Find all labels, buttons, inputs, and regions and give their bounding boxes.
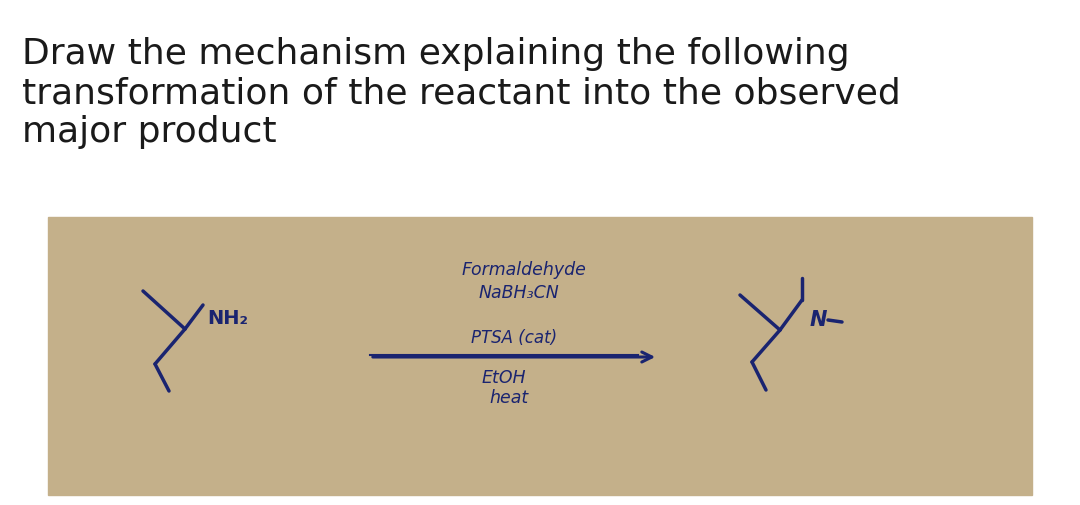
Text: Draw the mechanism explaining the following: Draw the mechanism explaining the follow… (22, 37, 850, 71)
Text: transformation of the reactant into the observed: transformation of the reactant into the … (22, 77, 901, 111)
Text: PTSA (cat): PTSA (cat) (471, 329, 557, 347)
Bar (48, 217, 1032, 495)
Text: major product: major product (22, 115, 276, 149)
Text: Formaldehyde: Formaldehyde (461, 261, 586, 279)
Text: heat: heat (489, 389, 528, 407)
Text: N: N (810, 310, 827, 330)
Text: NaBH₃CN: NaBH₃CN (478, 284, 559, 302)
Text: EtOH: EtOH (482, 369, 526, 387)
Text: NH₂: NH₂ (207, 310, 248, 328)
